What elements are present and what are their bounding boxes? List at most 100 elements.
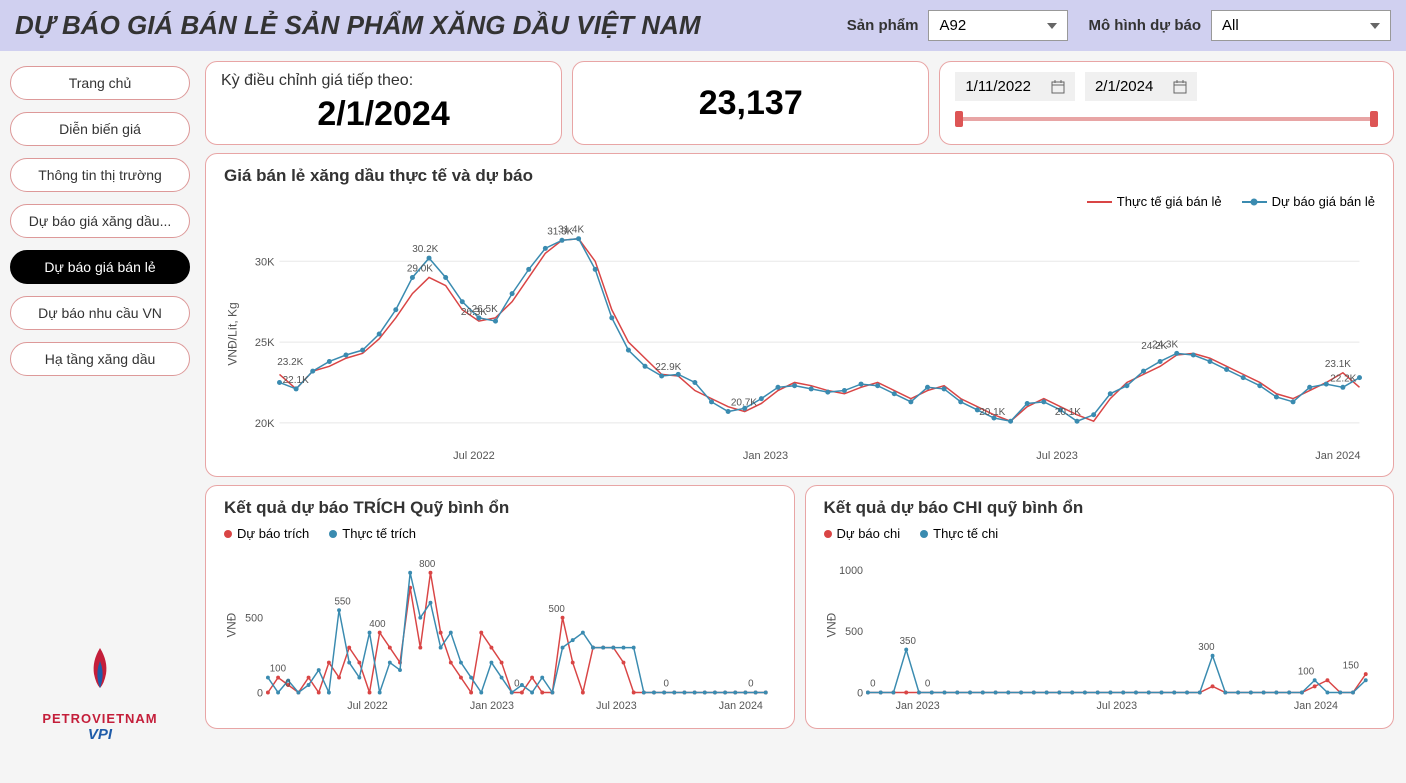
model-dropdown[interactable]: All bbox=[1211, 10, 1391, 41]
model-label: Mô hình dự báo bbox=[1088, 17, 1201, 34]
date-from-input[interactable]: 1/11/2022 bbox=[955, 72, 1075, 101]
svg-text:500: 500 bbox=[245, 613, 263, 625]
calendar-icon bbox=[1173, 80, 1187, 94]
sidebar-item-3[interactable]: Dự báo giá xăng dầu... bbox=[10, 204, 190, 238]
chi-chart-title: Kết quả dự báo CHI quỹ bình ổn bbox=[824, 498, 1376, 518]
svg-text:100: 100 bbox=[1297, 666, 1314, 677]
svg-text:0: 0 bbox=[870, 679, 876, 690]
svg-text:Jul 2023: Jul 2023 bbox=[1096, 700, 1137, 712]
svg-text:22.9K: 22.9K bbox=[655, 362, 681, 373]
svg-text:Jan 2023: Jan 2023 bbox=[743, 450, 788, 462]
svg-text:800: 800 bbox=[419, 559, 436, 570]
svg-text:Jul 2022: Jul 2022 bbox=[347, 700, 388, 712]
model-control: Mô hình dự báo All bbox=[1088, 10, 1391, 41]
svg-text:Jul 2023: Jul 2023 bbox=[596, 700, 637, 712]
next-adjustment-card: Kỳ điều chỉnh giá tiếp theo: 2/1/2024 bbox=[205, 61, 562, 145]
svg-text:20.7K: 20.7K bbox=[731, 398, 757, 409]
svg-text:30.2K: 30.2K bbox=[412, 244, 438, 255]
next-adjustment-label: Kỳ điều chỉnh giá tiếp theo: bbox=[221, 72, 546, 90]
svg-text:0: 0 bbox=[924, 679, 930, 690]
svg-text:Jul 2022: Jul 2022 bbox=[453, 450, 495, 462]
main-chart-card: Giá bán lẻ xăng dầu thực tế và dự báo Th… bbox=[205, 153, 1394, 477]
svg-text:1000: 1000 bbox=[839, 565, 863, 577]
svg-text:26.5K: 26.5K bbox=[472, 304, 498, 315]
trich-chart-legend: Dự báo trích Thực tế trích bbox=[224, 526, 776, 541]
date-range-card: 1/11/2022 2/1/2024 bbox=[939, 61, 1394, 145]
model-value: All bbox=[1222, 17, 1239, 34]
svg-text:300: 300 bbox=[1198, 642, 1215, 653]
svg-text:25K: 25K bbox=[255, 337, 275, 349]
date-to-input[interactable]: 2/1/2024 bbox=[1085, 72, 1197, 101]
chi-chart-card: Kết quả dự báo CHI quỹ bình ổn Dự báo ch… bbox=[805, 485, 1395, 729]
calendar-icon bbox=[1051, 80, 1065, 94]
main-chart-legend: Thực tế giá bán lẻ Dự báo giá bán lẻ bbox=[224, 194, 1375, 209]
sidebar: Trang chủ Diễn biến giá Thông tin thị trườ… bbox=[0, 51, 200, 778]
svg-text:20K: 20K bbox=[255, 418, 275, 430]
product-value: A92 bbox=[939, 17, 966, 34]
page-title: DỰ BÁO GIÁ BÁN LẺ SẢN PHẨM XĂNG DẦU VIỆT… bbox=[15, 10, 827, 41]
svg-text:0: 0 bbox=[857, 687, 863, 699]
date-to-value: 2/1/2024 bbox=[1095, 78, 1153, 95]
svg-text:24.3K: 24.3K bbox=[1152, 339, 1178, 350]
svg-text:Jan 2023: Jan 2023 bbox=[895, 700, 939, 712]
logo-text-1: PETROVIETNAM bbox=[10, 711, 190, 726]
svg-text:100: 100 bbox=[270, 664, 287, 675]
logo: PETROVIETNAM VPI bbox=[10, 626, 190, 763]
svg-text:29.0K: 29.0K bbox=[407, 263, 433, 274]
svg-text:VNĐ: VNĐ bbox=[825, 613, 838, 638]
legend-actual: Thực tế chi bbox=[933, 526, 998, 541]
svg-text:Jul 2023: Jul 2023 bbox=[1036, 450, 1078, 462]
svg-text:22.2K: 22.2K bbox=[1330, 373, 1356, 384]
trich-chart-card: Kết quả dự báo TRÍCH Quỹ bình ổn Dự báo … bbox=[205, 485, 795, 729]
date-from-value: 1/11/2022 bbox=[965, 78, 1031, 95]
svg-text:0: 0 bbox=[285, 679, 291, 690]
svg-text:0: 0 bbox=[514, 679, 520, 690]
product-control: Sản phẩm A92 bbox=[847, 10, 1069, 41]
svg-text:500: 500 bbox=[549, 604, 566, 615]
svg-text:31.4K: 31.4K bbox=[558, 225, 584, 236]
legend-forecast: Dự báo trích bbox=[237, 526, 309, 541]
svg-text:Jan 2023: Jan 2023 bbox=[470, 700, 514, 712]
flame-icon bbox=[80, 646, 120, 701]
svg-text:150: 150 bbox=[1342, 660, 1359, 671]
price-card: 23,137 bbox=[572, 61, 929, 145]
svg-text:VNĐ: VNĐ bbox=[226, 613, 239, 638]
svg-text:0: 0 bbox=[748, 679, 754, 690]
svg-text:500: 500 bbox=[845, 626, 863, 638]
svg-text:400: 400 bbox=[369, 619, 386, 630]
legend-actual: Thực tế giá bán lẻ bbox=[1117, 194, 1222, 209]
date-range-slider[interactable] bbox=[955, 111, 1378, 127]
legend-forecast: Dự báo giá bán lẻ bbox=[1272, 194, 1375, 209]
svg-text:Jan 2024: Jan 2024 bbox=[1293, 700, 1337, 712]
trich-chart-title: Kết quả dự báo TRÍCH Quỹ bình ổn bbox=[224, 498, 776, 518]
sidebar-item-5[interactable]: Dự báo nhu cầu VN bbox=[10, 296, 190, 330]
svg-text:23.2K: 23.2K bbox=[277, 357, 303, 368]
svg-text:0: 0 bbox=[663, 679, 669, 690]
main-chart: 20K 25K 30K VNĐ/Lít, Kg Jul 2022 Jan 2023 Jul … bbox=[224, 214, 1375, 464]
svg-text:550: 550 bbox=[334, 596, 351, 607]
svg-text:20.1K: 20.1K bbox=[979, 407, 1005, 418]
svg-text:30K: 30K bbox=[255, 256, 275, 268]
svg-text:23.1K: 23.1K bbox=[1325, 359, 1351, 370]
chi-chart-legend: Dự báo chi Thực tế chi bbox=[824, 526, 1376, 541]
svg-text:Jan 2024: Jan 2024 bbox=[1315, 450, 1360, 462]
sidebar-item-0[interactable]: Trang chủ bbox=[10, 66, 190, 100]
svg-text:Jan 2024: Jan 2024 bbox=[719, 700, 763, 712]
sidebar-item-1[interactable]: Diễn biến giá bbox=[10, 112, 190, 146]
svg-text:0: 0 bbox=[257, 687, 263, 699]
sidebar-item-6[interactable]: Hạ tầng xăng dầu bbox=[10, 342, 190, 376]
header-bar: DỰ BÁO GIÁ BÁN LẺ SẢN PHẨM XĂNG DẦU VIỆT… bbox=[0, 0, 1406, 51]
legend-actual: Thực tế trích bbox=[342, 526, 416, 541]
svg-text:22.1K: 22.1K bbox=[283, 375, 309, 386]
svg-text:350: 350 bbox=[899, 636, 916, 647]
logo-text-2: VPI bbox=[10, 726, 190, 743]
next-adjustment-value: 2/1/2024 bbox=[221, 95, 546, 134]
svg-text:VNĐ/Lít, Kg: VNĐ/Lít, Kg bbox=[226, 302, 240, 365]
trich-chart: 0 500 VNĐ Jul 2022 Jan 2023 Jul 2023 Jan 2024 1… bbox=[224, 546, 776, 716]
sidebar-item-4[interactable]: Dự báo giá bán lẻ bbox=[10, 250, 190, 284]
product-label: Sản phẩm bbox=[847, 17, 919, 34]
sidebar-item-2[interactable]: Thông tin thị trường bbox=[10, 158, 190, 192]
product-dropdown[interactable]: A92 bbox=[928, 10, 1068, 41]
price-value: 23,137 bbox=[699, 84, 803, 123]
main-chart-title: Giá bán lẻ xăng dầu thực tế và dự báo bbox=[224, 166, 1375, 186]
